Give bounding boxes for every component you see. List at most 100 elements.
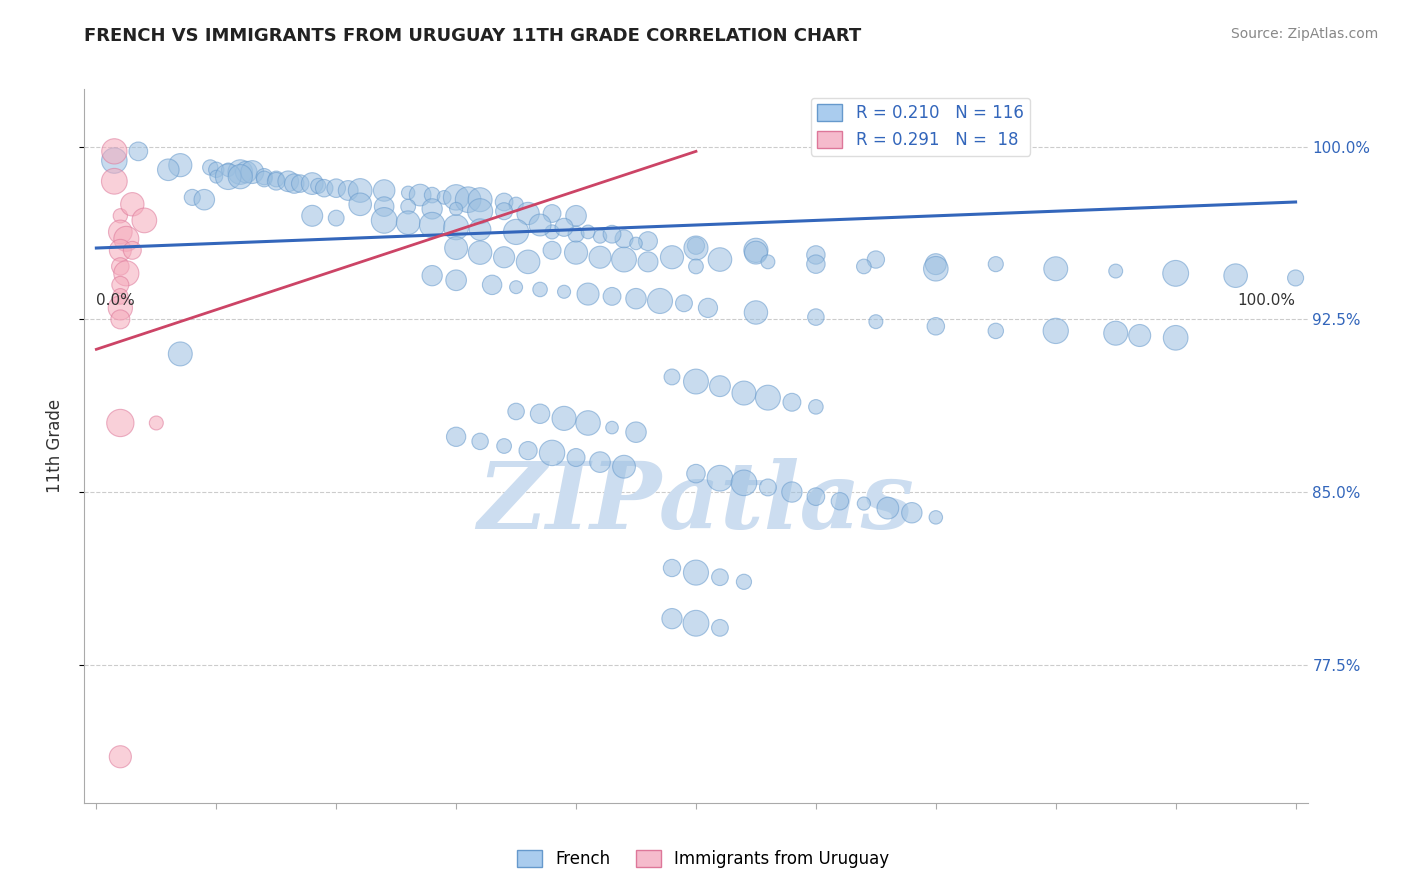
Point — [709, 621, 731, 635]
Legend: French, Immigrants from Uruguay: French, Immigrants from Uruguay — [510, 843, 896, 875]
Point — [925, 510, 948, 524]
Point — [685, 566, 707, 580]
Point — [624, 236, 647, 251]
Point — [804, 248, 827, 262]
Point — [290, 177, 312, 191]
Point — [529, 218, 551, 232]
Point — [661, 561, 683, 575]
Point — [529, 407, 551, 421]
Point — [852, 260, 875, 274]
Point — [103, 145, 125, 159]
Point — [600, 227, 623, 242]
Point — [468, 193, 491, 207]
Point — [205, 169, 228, 184]
Point — [494, 250, 516, 264]
Point — [865, 315, 887, 329]
Point — [301, 177, 323, 191]
Point — [1284, 271, 1306, 285]
Point — [505, 280, 527, 294]
Point — [648, 293, 671, 308]
Point — [481, 277, 503, 292]
Point — [637, 234, 659, 248]
Point — [217, 162, 239, 177]
Point — [984, 324, 1007, 338]
Point — [253, 169, 276, 184]
Text: Source: ZipAtlas.com: Source: ZipAtlas.com — [1230, 27, 1378, 41]
Point — [110, 244, 132, 258]
Point — [103, 153, 125, 168]
Point — [349, 197, 371, 211]
Point — [396, 186, 419, 200]
Point — [110, 277, 132, 292]
Point — [876, 501, 898, 516]
Point — [517, 255, 540, 269]
Point — [127, 145, 149, 159]
Point — [565, 450, 588, 465]
Point — [709, 252, 731, 267]
Point — [307, 178, 329, 193]
Point — [494, 204, 516, 219]
Point — [804, 257, 827, 271]
Point — [396, 200, 419, 214]
Point — [852, 497, 875, 511]
Point — [301, 209, 323, 223]
Point — [1129, 328, 1152, 343]
Point — [145, 416, 167, 430]
Point — [505, 197, 527, 211]
Point — [253, 172, 276, 186]
Point — [264, 172, 287, 186]
Point — [1164, 266, 1187, 280]
Point — [110, 289, 132, 303]
Point — [1225, 268, 1247, 283]
Point — [373, 184, 395, 198]
Point — [235, 165, 257, 179]
Point — [337, 184, 360, 198]
Point — [283, 177, 305, 191]
Point — [804, 310, 827, 324]
Point — [314, 181, 336, 195]
Point — [505, 225, 527, 239]
Point — [420, 202, 443, 216]
Point — [110, 209, 132, 223]
Point — [373, 213, 395, 227]
Point — [444, 430, 467, 444]
Point — [901, 506, 924, 520]
Point — [229, 165, 252, 179]
Y-axis label: 11th Grade: 11th Grade — [45, 399, 63, 493]
Text: ZIPatlas: ZIPatlas — [478, 458, 914, 548]
Point — [709, 570, 731, 584]
Point — [613, 252, 636, 267]
Point — [444, 202, 467, 216]
Point — [804, 490, 827, 504]
Point — [756, 391, 779, 405]
Point — [468, 204, 491, 219]
Point — [1105, 326, 1128, 341]
Point — [396, 216, 419, 230]
Point — [553, 285, 575, 299]
Text: FRENCH VS IMMIGRANTS FROM URUGUAY 11TH GRADE CORRELATION CHART: FRENCH VS IMMIGRANTS FROM URUGUAY 11TH G… — [84, 27, 862, 45]
Point — [565, 245, 588, 260]
Point — [828, 494, 851, 508]
Point — [804, 400, 827, 414]
Point — [409, 188, 432, 202]
Point — [468, 245, 491, 260]
Point — [110, 301, 132, 315]
Point — [217, 169, 239, 184]
Point — [110, 416, 132, 430]
Point — [264, 174, 287, 188]
Point — [685, 241, 707, 255]
Point — [685, 616, 707, 631]
Point — [433, 190, 456, 204]
Point — [780, 485, 803, 500]
Point — [865, 252, 887, 267]
Point — [349, 184, 371, 198]
Point — [661, 370, 683, 384]
Point — [576, 225, 599, 239]
Point — [121, 197, 143, 211]
Point — [157, 162, 180, 177]
Point — [685, 260, 707, 274]
Point — [541, 446, 564, 460]
Point — [420, 218, 443, 232]
Point — [709, 471, 731, 485]
Point — [733, 475, 755, 490]
